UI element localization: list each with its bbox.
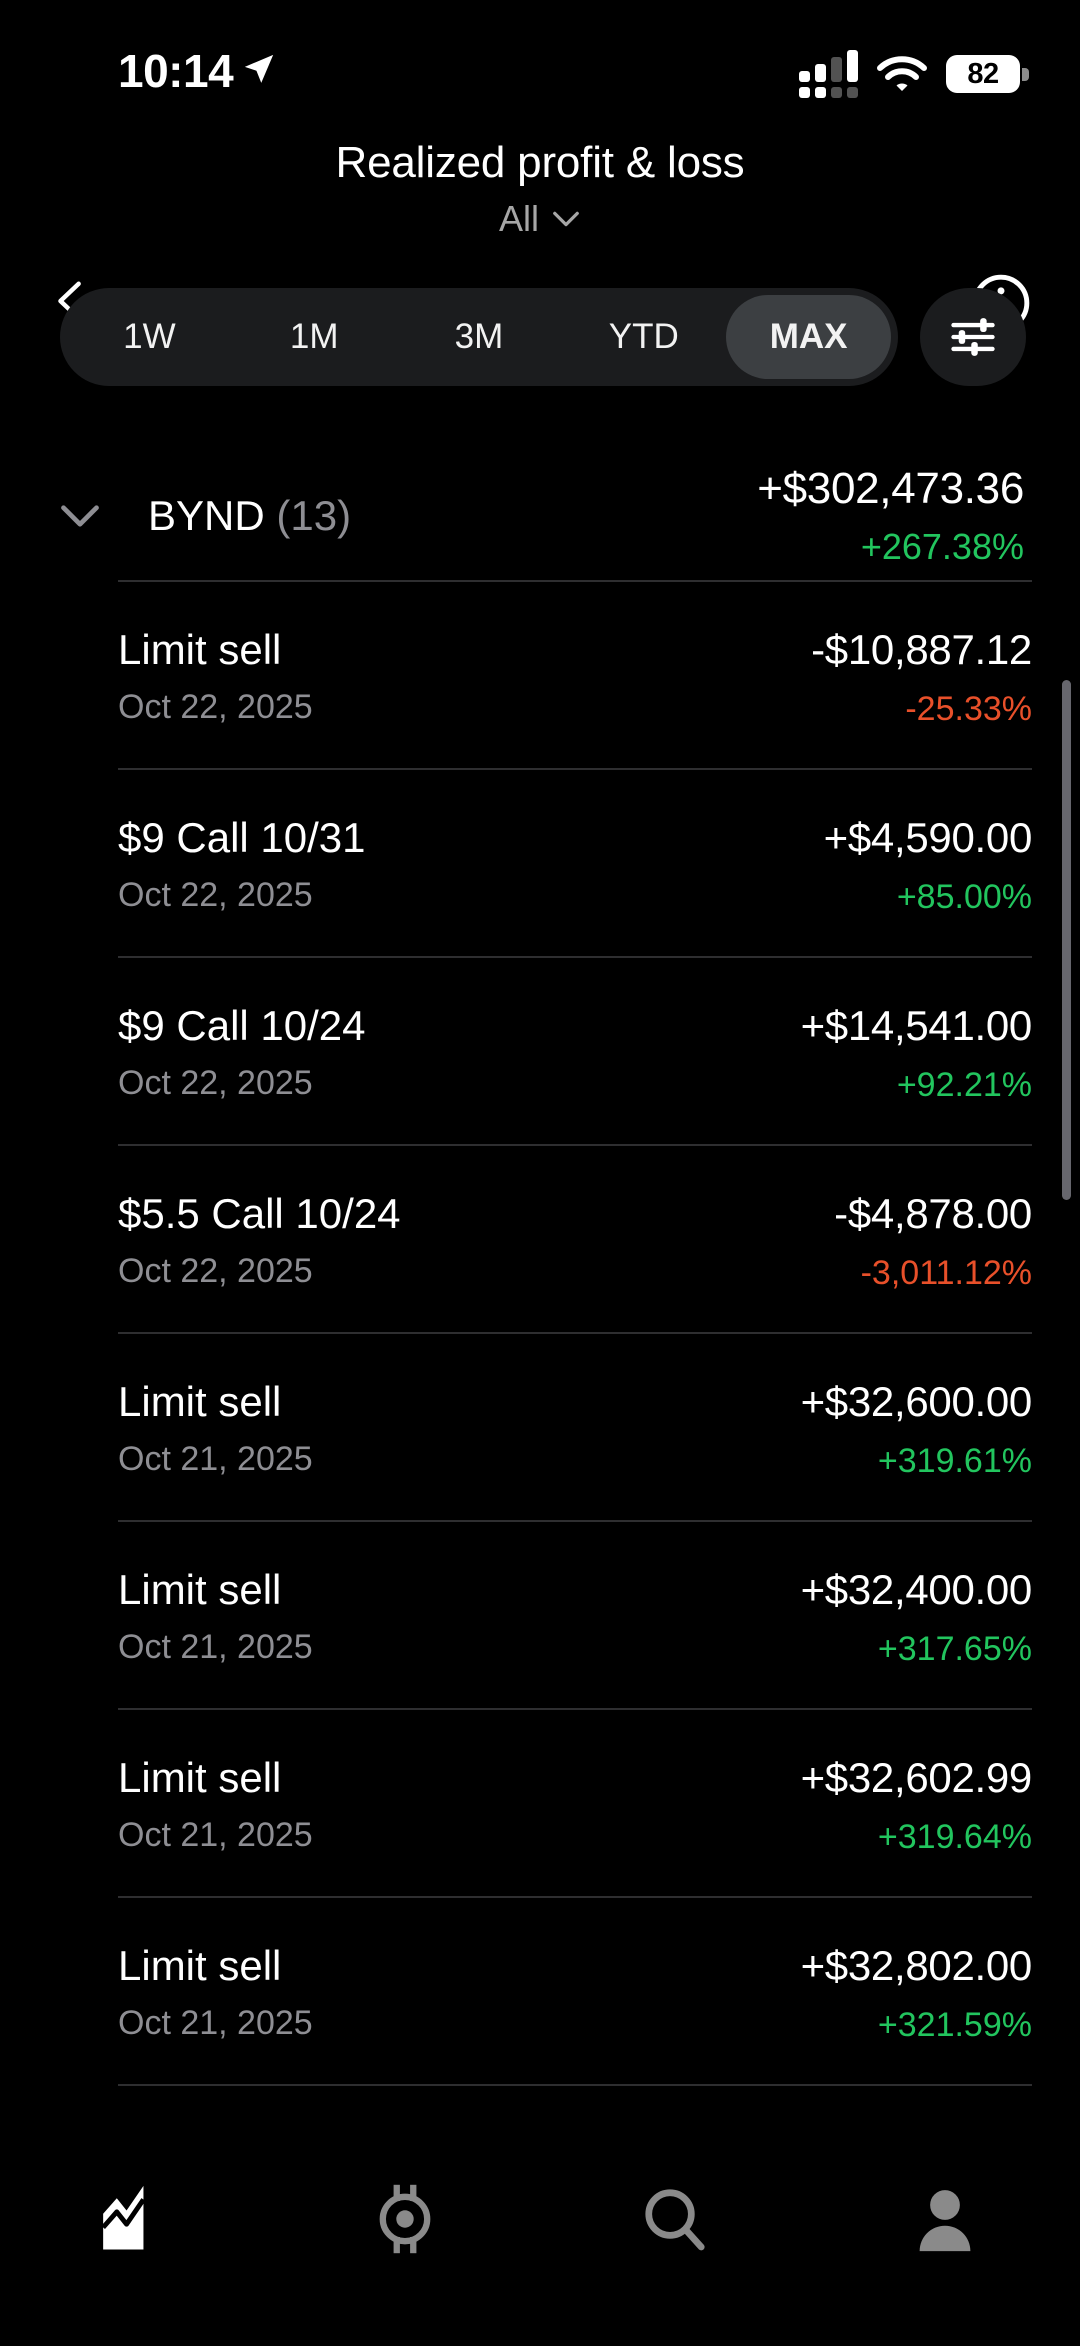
cellular-signal-icon xyxy=(799,50,858,98)
page-title: Realized profit & loss xyxy=(335,138,745,187)
table-row[interactable]: $5.5 Call 10/24 Oct 22, 2025 -$4,878.00 … xyxy=(0,1144,1080,1332)
transaction-amount: +$32,600.00 xyxy=(800,1378,1033,1425)
transaction-label: Limit sell xyxy=(118,626,282,673)
tab-search[interactable] xyxy=(540,2176,810,2262)
transaction-amount: +$4,590.00 xyxy=(823,814,1033,861)
transaction-amount: +$32,400.00 xyxy=(800,1566,1033,1613)
row-divider xyxy=(118,1520,1032,1522)
transaction-label: Limit sell xyxy=(118,1754,282,1801)
transaction-list[interactable]: Limit sell Oct 22, 2025 -$10,887.12 -25.… xyxy=(0,580,1080,2116)
status-bar-time: 10:14 xyxy=(118,45,234,97)
row-divider xyxy=(118,956,1032,958)
row-divider xyxy=(118,2084,1032,2086)
row-divider xyxy=(118,1332,1032,1334)
transaction-date: Oct 21, 2025 xyxy=(118,2004,313,2042)
wifi-icon xyxy=(877,56,927,91)
chevron-down-icon xyxy=(553,211,579,227)
time-range-selector: 1W 1M 3M YTD MAX xyxy=(60,288,1026,386)
chart-line-icon xyxy=(101,2185,146,2250)
transaction-date: Oct 21, 2025 xyxy=(118,1628,313,1666)
filter-button[interactable] xyxy=(920,288,1026,386)
transaction-date: Oct 22, 2025 xyxy=(118,876,313,914)
transaction-amount: +$32,802.00 xyxy=(800,1942,1033,1989)
transaction-label: Limit sell xyxy=(118,1378,282,1425)
transaction-amount: -$10,887.12 xyxy=(811,626,1032,673)
transaction-percent: +319.64% xyxy=(877,1818,1032,1856)
group-symbol-label: BYND (13) xyxy=(148,492,351,540)
table-row[interactable]: Limit sell Oct 21, 2025 +$32,602.99 +319… xyxy=(0,1708,1080,1896)
table-row[interactable]: Limit sell Oct 21, 2025 +$32,400.00 +317… xyxy=(0,1520,1080,1708)
range-option-1w[interactable]: 1W xyxy=(123,317,176,356)
account-person-icon xyxy=(919,2190,971,2252)
bottom-tab-bar xyxy=(0,2150,1080,2346)
group-header-bynd[interactable]: BYND (13) +$302,473.36 +267.38% xyxy=(0,452,1080,580)
range-segment-group: 1W 1M 3M YTD MAX xyxy=(60,288,898,386)
group-symbol: BYND xyxy=(148,492,265,539)
transaction-amount: -$4,878.00 xyxy=(834,1190,1032,1237)
transaction-label: $5.5 Call 10/24 xyxy=(118,1190,401,1237)
range-option-1m[interactable]: 1M xyxy=(289,317,339,356)
location-arrow-icon xyxy=(244,54,274,83)
row-divider xyxy=(118,1144,1032,1146)
transaction-percent: -3,011.12% xyxy=(860,1254,1032,1292)
transaction-date: Oct 22, 2025 xyxy=(118,688,313,726)
group-amount: +$302,473.36 xyxy=(757,464,1024,513)
table-row[interactable]: Limit sell Oct 21, 2025 +$32,802.00 +321… xyxy=(0,1896,1080,2084)
transaction-amount: +$32,602.99 xyxy=(800,1754,1033,1801)
table-row[interactable]: $9 Call 10/24 Oct 22, 2025 +$14,541.00 +… xyxy=(0,956,1080,1144)
table-row[interactable]: Limit sell Oct 22, 2025 -$10,887.12 -25.… xyxy=(0,580,1080,768)
transaction-date: Oct 22, 2025 xyxy=(118,1252,313,1290)
row-divider xyxy=(118,1896,1032,1898)
tab-crypto[interactable] xyxy=(270,2176,540,2262)
crypto-coin-icon xyxy=(379,2184,431,2254)
vertical-scrollbar[interactable] xyxy=(1062,680,1071,1200)
group-count: (13) xyxy=(276,492,352,539)
row-divider xyxy=(118,768,1032,770)
chevron-down-icon xyxy=(61,505,99,527)
transaction-percent: +317.65% xyxy=(877,1630,1032,1668)
transaction-label: $9 Call 10/24 xyxy=(118,1002,366,1049)
range-option-ytd[interactable]: YTD xyxy=(608,317,679,356)
table-row[interactable]: Limit sell +$32,401.00 xyxy=(0,2084,1080,2116)
group-percent: +267.38% xyxy=(860,526,1024,567)
range-option-max[interactable]: MAX xyxy=(726,295,891,379)
navigation-header: Realized profit & loss All xyxy=(0,130,1080,332)
table-row[interactable]: Limit sell Oct 21, 2025 +$32,600.00 +319… xyxy=(0,1332,1080,1520)
table-row[interactable]: $9 Call 10/31 Oct 22, 2025 +$4,590.00 +8… xyxy=(0,768,1080,956)
range-option-3m[interactable]: 3M xyxy=(454,317,504,356)
transaction-percent: -25.33% xyxy=(905,690,1032,728)
status-bar: 10:14 82 xyxy=(0,0,1080,120)
row-divider xyxy=(118,1708,1032,1710)
transaction-percent: +319.61% xyxy=(877,1442,1032,1480)
transaction-percent: +321.59% xyxy=(877,2006,1032,2044)
account-filter-dropdown[interactable]: All xyxy=(0,198,1080,240)
tab-account[interactable] xyxy=(810,2176,1080,2262)
battery-level-label: 82 xyxy=(967,57,999,90)
transaction-date: Oct 22, 2025 xyxy=(118,1064,313,1102)
group-values: +$302,473.36 +267.38% xyxy=(757,464,1024,568)
row-divider xyxy=(118,580,1032,582)
transaction-label: Limit sell xyxy=(118,1566,282,1613)
sliders-filter-icon xyxy=(951,318,995,356)
search-icon xyxy=(645,2189,705,2251)
status-bar-indicators: 82 xyxy=(799,50,1029,98)
battery-icon: 82 xyxy=(946,55,1029,93)
transaction-date: Oct 21, 2025 xyxy=(118,1440,313,1478)
transaction-label: Limit sell xyxy=(118,1942,282,1989)
tab-portfolio[interactable] xyxy=(0,2176,270,2262)
account-filter-label: All xyxy=(498,198,539,239)
transaction-label: $9 Call 10/31 xyxy=(118,814,366,861)
transaction-date: Oct 21, 2025 xyxy=(118,1816,313,1854)
transaction-percent: +85.00% xyxy=(896,878,1032,916)
transaction-amount: +$14,541.00 xyxy=(800,1002,1033,1049)
transaction-percent: +92.21% xyxy=(896,1066,1032,1104)
